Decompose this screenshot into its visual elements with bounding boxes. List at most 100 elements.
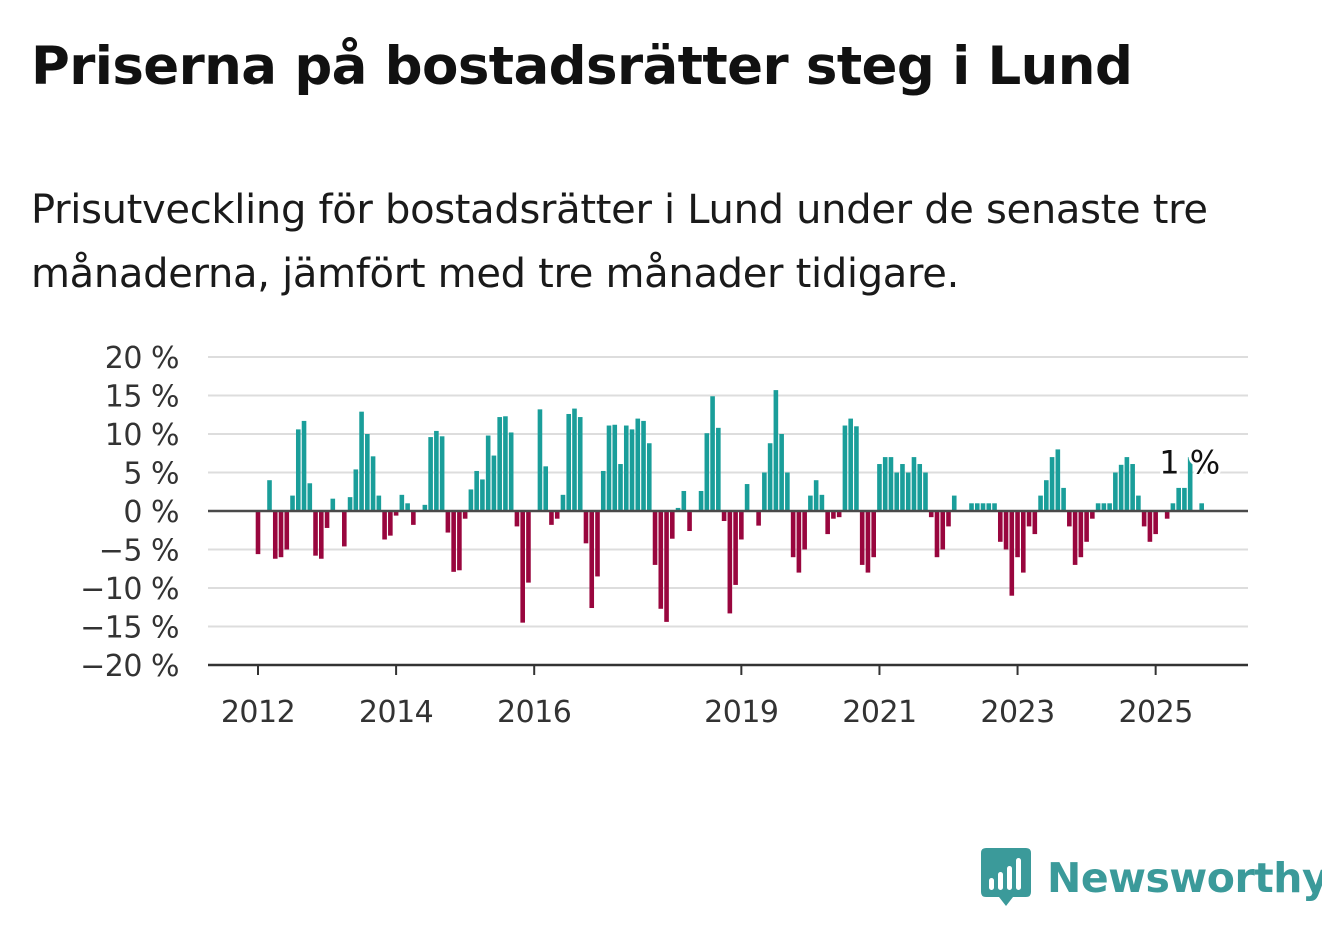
bar [583,511,589,544]
bar [376,495,382,511]
bar [1003,511,1009,550]
bar [319,511,324,559]
bar [434,430,439,511]
bar [1021,511,1026,573]
bar [428,437,433,511]
y-tick-label: 20 % [105,341,179,376]
bar [600,470,606,511]
bar [773,390,779,511]
bar [687,511,692,532]
bar [1147,511,1153,542]
bar [1038,495,1043,511]
bar [1199,503,1204,511]
bars [255,390,1204,623]
bar [882,457,888,511]
bar [543,466,549,511]
bar [393,511,399,516]
bar [940,511,946,550]
bar [813,480,819,511]
bar [589,511,595,609]
bar [439,436,445,511]
bar [900,464,905,511]
bar [670,511,675,539]
bar [756,511,761,526]
bar [1176,487,1181,511]
bar [664,511,669,622]
bar [1044,480,1049,511]
bar [658,511,664,609]
bar [1026,511,1032,527]
bar [1182,487,1187,511]
bar [1107,503,1112,511]
bar [370,456,376,511]
bar [1101,503,1107,511]
bar [721,511,727,522]
bar [324,511,330,528]
bar [946,511,951,527]
newsworthy-logo: Newsworthy [981,848,1322,908]
bar [1141,511,1147,527]
bar [422,504,428,511]
bar [675,507,681,511]
bar [646,443,652,511]
y-tick-label: −20 % [80,649,179,684]
bar [1049,457,1055,511]
bar [388,511,393,536]
bar [848,418,853,511]
bar [716,427,721,511]
bar [462,511,468,519]
bar [255,511,261,555]
bar [514,511,520,527]
bar [1090,511,1095,519]
price-change-bar-chart: 20 % 15 %10 % 5 %0 % −5 %−10 % −15 %−20 % 201… [80,341,1248,730]
bar [790,511,796,558]
bar [652,511,658,565]
bar [595,511,600,577]
bar [313,511,318,556]
bar [1061,487,1066,511]
bar [894,472,900,511]
bar [1170,503,1176,511]
bar [934,511,940,558]
bar [767,443,773,511]
bar [951,495,957,511]
page-title: Priserna på bostadsrätter steg i Lund [31,36,1133,97]
bar [629,429,635,511]
bar [836,511,842,518]
bar [710,396,715,511]
y-tick-label: 5 % [123,457,179,492]
y-tick-label: −10 % [80,572,179,607]
bar [606,425,612,511]
annotation: 1 % [1156,440,1223,484]
bar [278,511,284,558]
x-tick-label: 2025 [1118,695,1192,730]
bar [1187,457,1193,511]
y-tick-label: −5 % [99,534,179,569]
bar [1032,511,1038,535]
bar [681,490,687,511]
bar [497,417,502,511]
bar [980,503,986,511]
bar [612,424,618,511]
bar [842,425,848,511]
bar [865,511,871,573]
x-tick-label: 2019 [704,695,778,730]
bar [1067,511,1072,527]
bar [491,455,497,511]
bar [1130,464,1135,511]
bar [888,457,894,511]
bar [1072,511,1078,565]
tick-labels: 20 % 15 %10 % 5 %0 % −5 %−10 % −15 %−20 % 201… [80,341,1193,730]
bar [802,511,807,550]
bar [1124,457,1130,511]
bar [330,498,336,511]
bar [359,411,364,511]
brand-name: Newsworthy [1047,854,1322,902]
bar [399,494,405,511]
bar [808,495,813,511]
bar [704,433,710,511]
bar [503,416,508,511]
bar [468,489,474,511]
bar [635,418,641,511]
bar [969,503,974,511]
